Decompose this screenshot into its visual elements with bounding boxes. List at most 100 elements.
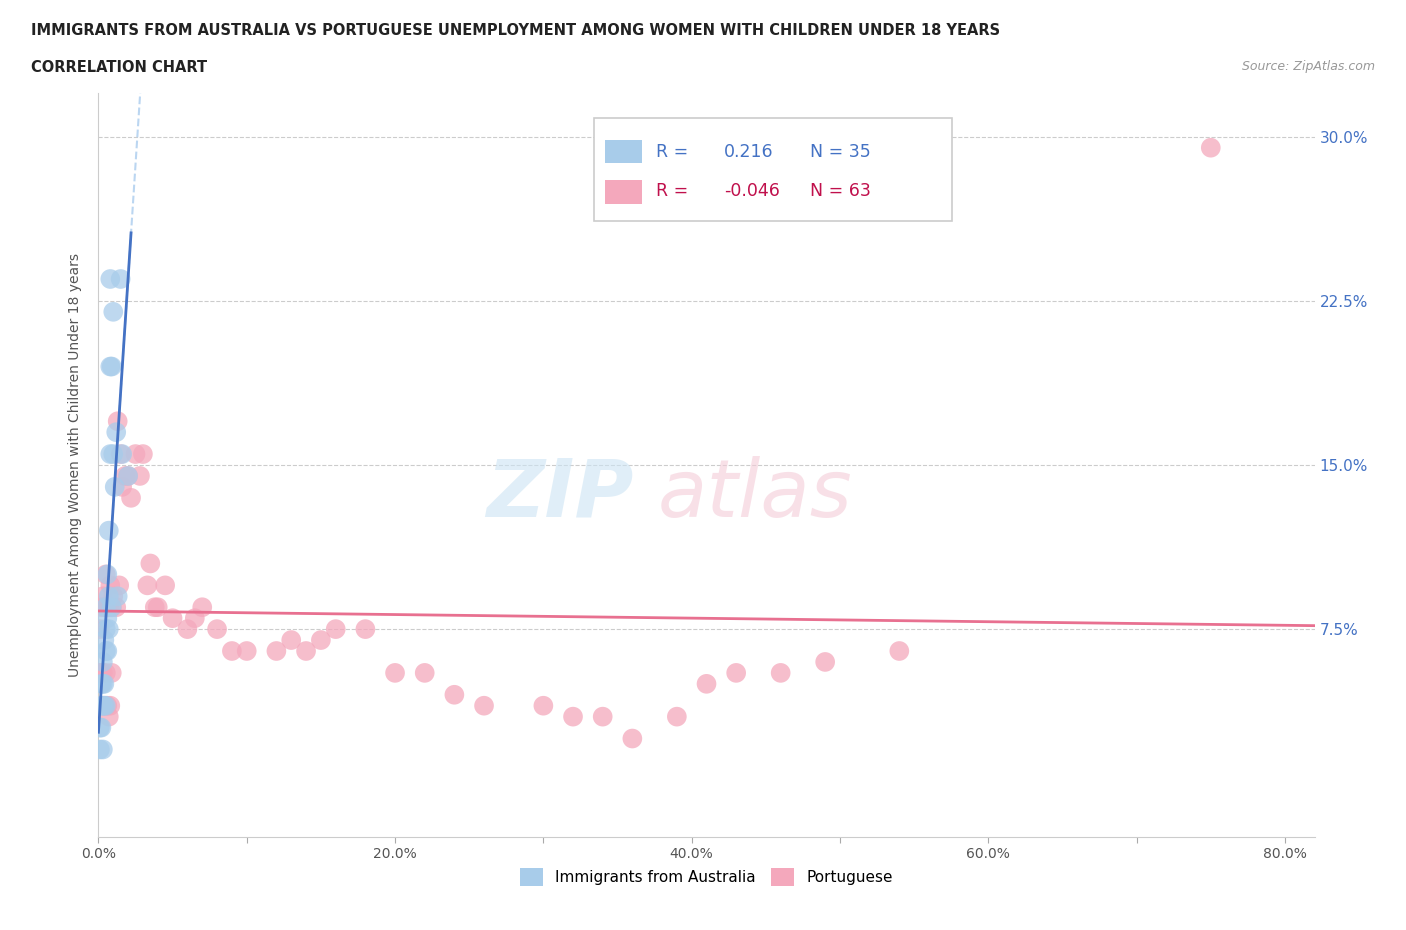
Text: N = 35: N = 35 [810,142,870,161]
Point [266,644,288,658]
Point [117,469,139,484]
Point [91,698,114,713]
Point [97,589,120,604]
Point [97,524,120,538]
Point [107,414,129,429]
Point [110,272,132,286]
Point [108,578,131,592]
Point [384,666,406,681]
Point [90,720,112,735]
Point [696,676,718,691]
Point [98,698,121,713]
Text: ZIP: ZIP [486,456,634,534]
Point [100,600,122,615]
Point [98,359,121,374]
Point [110,446,132,461]
Point [191,600,214,615]
Point [107,589,129,604]
Point [90,698,112,713]
Point [725,666,748,681]
Bar [605,140,641,164]
Point [90,676,112,691]
Point [94,600,117,615]
Point [96,600,118,615]
Text: R =: R = [657,182,695,200]
Point [309,632,332,647]
Point [132,446,155,461]
Point [93,698,115,713]
Legend: Immigrants from Australia, Portuguese: Immigrants from Australia, Portuguese [515,862,898,893]
Point [889,644,911,658]
Point [91,655,114,670]
Point [295,644,318,658]
Point [531,698,554,713]
Point [235,644,257,658]
Point [98,272,121,286]
Text: Source: ZipAtlas.com: Source: ZipAtlas.com [1241,60,1375,73]
Point [100,666,122,681]
Point [94,698,117,713]
Point [97,710,120,724]
Point [354,621,377,636]
Point [443,687,465,702]
FancyBboxPatch shape [595,118,952,221]
Text: 0.216: 0.216 [724,142,773,161]
Point [91,589,114,604]
Point [665,710,688,724]
Point [221,644,243,658]
Point [89,666,111,681]
Point [139,556,162,571]
Point [280,632,302,647]
Point [120,490,142,505]
Point [97,621,120,636]
Point [90,600,112,615]
Point [769,666,792,681]
Point [94,666,117,681]
Point [129,469,152,484]
Point [143,600,166,615]
Point [97,600,120,615]
Text: CORRELATION CHART: CORRELATION CHART [31,60,207,75]
Point [562,710,585,724]
Text: atlas: atlas [658,456,852,534]
Point [98,446,121,461]
Point [592,710,614,724]
Point [104,480,127,495]
Point [325,621,347,636]
Point [91,666,114,681]
Point [1199,140,1222,155]
Point [93,676,115,691]
Point [162,611,184,626]
Point [117,469,139,484]
Point [94,644,117,658]
Point [103,304,125,319]
Y-axis label: Unemployment Among Women with Children Under 18 years: Unemployment Among Women with Children U… [67,253,82,677]
Point [111,480,134,495]
Point [94,621,117,636]
Point [96,611,118,626]
Text: N = 63: N = 63 [810,182,870,200]
Point [100,359,122,374]
Text: -0.046: -0.046 [724,182,780,200]
Point [98,578,121,592]
Point [91,676,114,691]
Point [124,446,146,461]
Point [472,698,495,713]
Point [91,742,114,757]
Text: R =: R = [657,142,695,161]
Point [176,621,198,636]
Point [105,600,128,615]
Point [103,589,125,604]
Point [114,469,136,484]
Point [103,446,125,461]
Point [105,425,128,440]
Point [184,611,207,626]
Bar [605,180,641,204]
Point [89,720,111,735]
Point [621,731,644,746]
Point [146,600,169,615]
Text: IMMIGRANTS FROM AUSTRALIA VS PORTUGUESE UNEMPLOYMENT AMONG WOMEN WITH CHILDREN U: IMMIGRANTS FROM AUSTRALIA VS PORTUGUESE … [31,23,1000,38]
Point [90,666,112,681]
Point [100,600,122,615]
Point [96,567,118,582]
